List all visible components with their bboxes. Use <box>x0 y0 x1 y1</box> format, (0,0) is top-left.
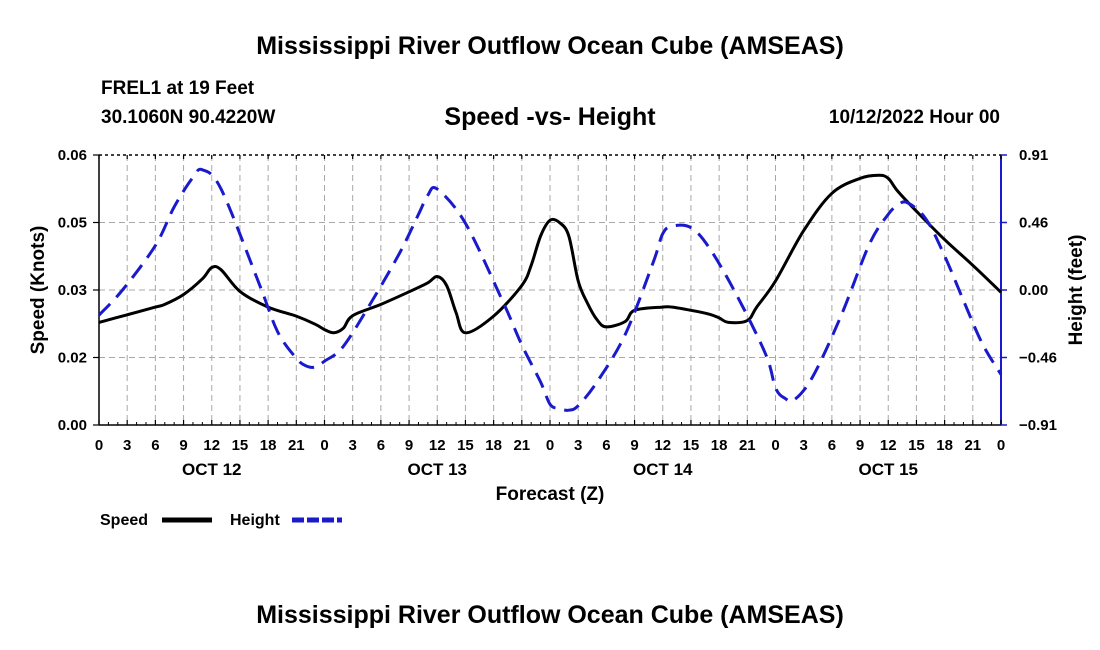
station-label: FREL1 at 19 Feet <box>101 78 255 99</box>
day-label: OCT 15 <box>858 460 918 479</box>
y-left-axis-label: Speed (Knots) <box>28 226 49 355</box>
y-right-tick-label: 0.00 <box>1019 282 1048 299</box>
chart-title: Speed -vs- Height <box>444 103 656 131</box>
x-tick-label: 21 <box>513 437 530 454</box>
y-right-tick-label: 0.46 <box>1019 215 1048 232</box>
x-tick-label: 18 <box>260 437 277 454</box>
footer-title: Mississippi River Outflow Ocean Cube (AM… <box>256 601 844 629</box>
x-tick-label: 3 <box>123 437 131 454</box>
x-tick-label: 21 <box>739 437 756 454</box>
x-tick-label: 0 <box>997 437 1005 454</box>
y-left-tick-label: 0.00 <box>58 417 87 434</box>
y-right-tick-label: −0.46 <box>1019 350 1057 367</box>
x-tick-label: 6 <box>377 437 385 454</box>
x-tick-label: 9 <box>405 437 413 454</box>
x-tick-label: 3 <box>574 437 582 454</box>
station-coords: 30.1060N 90.4220W <box>101 107 276 128</box>
y-left-tick-label: 0.06 <box>58 147 87 164</box>
page-title: Mississippi River Outflow Ocean Cube (AM… <box>256 32 844 60</box>
x-tick-label: 12 <box>203 437 220 454</box>
day-label: OCT 12 <box>182 460 242 479</box>
x-tick-label: 6 <box>828 437 836 454</box>
x-tick-label: 0 <box>546 437 554 454</box>
x-tick-label: 15 <box>908 437 925 454</box>
y-right-axis-label: Height (feet) <box>1066 235 1087 346</box>
y-left-tick-label: 0.02 <box>58 350 87 367</box>
x-tick-label: 15 <box>457 437 474 454</box>
x-tick-label: 9 <box>630 437 638 454</box>
x-tick-label: 0 <box>95 437 103 454</box>
x-tick-label: 18 <box>485 437 502 454</box>
y-left-tick-label: 0.05 <box>58 215 87 232</box>
series-line-height <box>97 167 1003 412</box>
x-tick-label: 12 <box>654 437 671 454</box>
x-tick-label: 0 <box>771 437 779 454</box>
x-tick-label: 6 <box>602 437 610 454</box>
day-label: OCT 14 <box>633 460 693 479</box>
x-axis-label: Forecast (Z) <box>496 484 605 505</box>
x-tick-label: 18 <box>936 437 953 454</box>
x-tick-label: 21 <box>964 437 981 454</box>
x-tick-label: 6 <box>151 437 159 454</box>
x-tick-label: 3 <box>349 437 357 454</box>
y-right-tick-label: 0.91 <box>1019 147 1048 164</box>
legend-label-speed: Speed <box>100 512 148 529</box>
x-tick-label: 3 <box>800 437 808 454</box>
x-tick-label: 21 <box>288 437 305 454</box>
x-tick-label: 9 <box>179 437 187 454</box>
day-label: OCT 13 <box>407 460 467 479</box>
x-tick-label: 12 <box>429 437 446 454</box>
x-tick-label: 18 <box>711 437 728 454</box>
y-left-tick-label: 0.03 <box>58 282 87 299</box>
x-tick-label: 15 <box>683 437 700 454</box>
x-tick-label: 12 <box>880 437 897 454</box>
x-tick-label: 15 <box>232 437 249 454</box>
legend-label-height: Height <box>230 512 280 529</box>
forecast-datetime: 10/12/2022 Hour 00 <box>828 107 1000 128</box>
x-tick-label: 0 <box>320 437 328 454</box>
y-right-tick-label: −0.91 <box>1019 417 1057 434</box>
x-tick-label: 9 <box>856 437 864 454</box>
